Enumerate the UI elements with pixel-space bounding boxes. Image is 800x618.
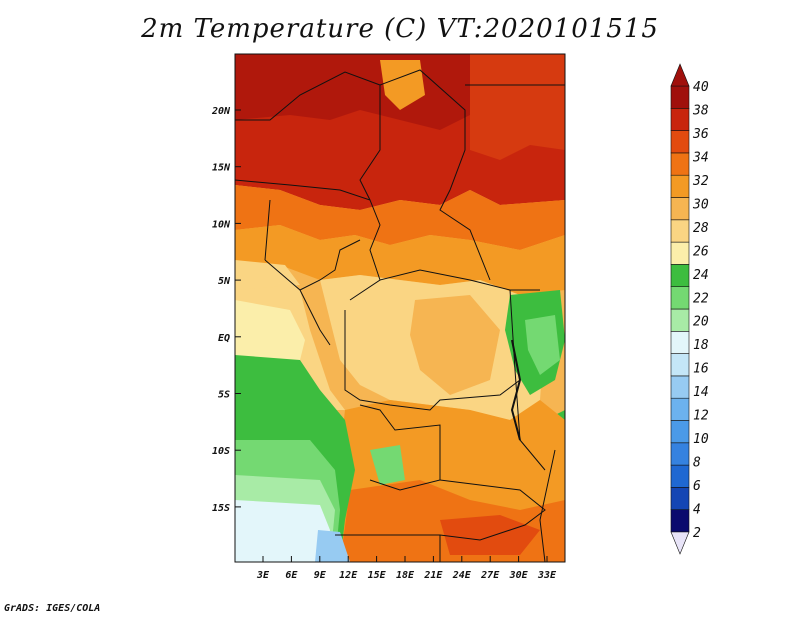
colorbar-label: 40 [693,80,709,95]
country-borders [235,69,565,562]
lon-tick-label: 18E [396,570,415,581]
lat-tick-label: 20N [211,106,231,117]
chart-title: 2m Temperature (C) VT:2020101515 [141,14,659,44]
lon-tick-label: 21E [423,570,443,581]
colorbar-label: 34 [692,150,709,165]
lon-tick-label: 9E [314,570,327,581]
colorbar-label: 12 [693,409,709,424]
colorbar-label: 30 [692,197,709,212]
field-zone-36-east [470,54,565,160]
axis-ticks: 3E 6E 9E 12E 15E 18E 21E 24E 27E 30E 33E 20N 15N 10N 5… [211,106,557,581]
field-zone-32 [235,225,565,295]
colorbar-swatch [670,264,690,287]
field-zone-26-coast [235,300,305,360]
border-line [359,404,441,491]
field-zone-20-east [525,315,560,375]
colorbar-swatch [670,108,690,131]
field-ocean-16 [235,500,330,562]
field-zone-36-south [440,515,540,555]
grads-credit: GrADS: IGES/COLA [4,603,101,614]
colorbar-label: 22 [693,291,709,306]
field-zone-34 [235,185,565,250]
colorbar-swatch [670,308,690,332]
colorbar-swatch [670,219,690,243]
field-gulf-coast [235,260,300,290]
colorbar-swatch [670,420,690,444]
colorbar-label: 2 [693,526,701,541]
border-line [379,269,540,291]
colorbar-swatch [670,152,690,176]
field-zone-30-basin [410,295,500,395]
field-green-patch [370,445,405,485]
lon-tick-label: 12E [339,570,358,581]
colorbar-label: 8 [693,456,701,471]
colorbar-swatch [670,286,690,310]
map-frame [234,53,566,563]
border-line [235,71,381,201]
colorbar-over-arrow [670,63,690,87]
border-line [379,69,491,281]
colorbar-swatch [670,197,690,221]
lon-tick-label: 6E [285,570,298,581]
colorbar-label: 20 [693,315,709,330]
lake-line [510,339,522,441]
border-line [509,289,546,471]
colorbar-label: 38 [692,103,709,118]
lon-tick-label: 33E [537,570,557,581]
border-line [299,289,331,346]
colorbar-label: 6 [693,479,701,494]
field-ocean-14 [315,530,350,562]
lat-tick-label: 10S [212,446,230,457]
colorbar-label: 28 [693,221,709,236]
colorbar-swatch [670,375,690,399]
colorbar-swatch [670,85,690,109]
colorbar-label: 36 [692,127,709,142]
colorbar-swatch [670,487,690,510]
colorbar-swatch [670,353,690,377]
border-line [264,239,361,291]
colorbar-under-arrow [670,531,690,555]
colorbar-label: 32 [692,174,709,189]
lat-tick-label: 5N [218,276,231,287]
colorbar-label: 14 [693,385,709,400]
border-line [360,479,546,541]
lat-tick-label: EQ [218,333,230,344]
colorbar-swatch [670,130,690,154]
lon-tick-label: 27E [480,570,500,581]
lon-tick-label: 30E [509,570,529,581]
colorbar-swatch [670,464,690,488]
lat-tick-label: 10N [212,219,231,230]
temperature-field [235,54,565,562]
colorbar-swatch [670,330,690,354]
lon-tick-label: 3E [256,570,270,581]
colorbar-swatch [670,509,690,533]
colorbar-label: 10 [693,432,709,447]
lat-tick-label: 15S [212,503,230,514]
border-line [235,179,381,301]
colorbar-swatch [670,442,690,466]
lat-tick-label: 15N [212,163,231,174]
colorbar-label: 4 [693,503,701,518]
colorbar-label: 24 [693,268,709,283]
colorbar-label: 18 [693,338,709,353]
colorbar-label: 26 [693,244,709,259]
border-line [539,449,556,562]
colorbar-swatch [670,174,690,198]
lon-tick-label: 15E [368,570,387,581]
border-line [264,199,271,261]
border-line [344,310,521,411]
colorbar-label: 16 [693,362,709,377]
lon-tick-label: 24E [452,570,472,581]
colorbar-swatch [670,241,690,265]
colorbar-swatch [670,397,690,421]
lat-tick-label: 5S [218,390,230,401]
